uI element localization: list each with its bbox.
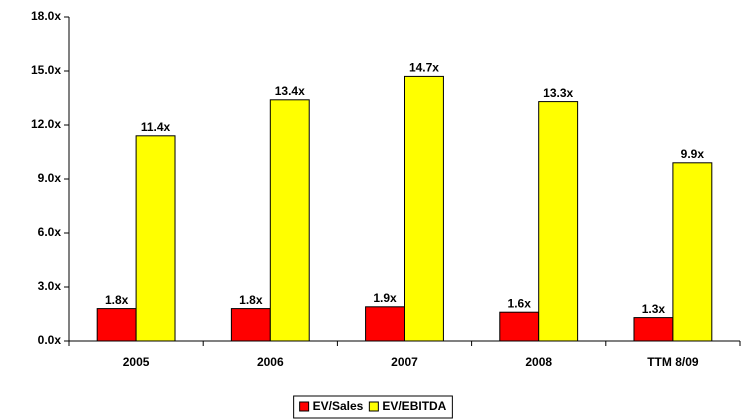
y-tick-label: 15.0x (31, 63, 61, 77)
x-tick-label: 2008 (525, 355, 552, 369)
bar (538, 101, 579, 342)
x-tick-label: TTM 8/09 (647, 355, 699, 369)
value-label: 11.4x (141, 120, 171, 134)
y-tick-label: 3.0x (38, 279, 62, 293)
bar (672, 162, 713, 342)
legend-box (293, 395, 453, 419)
bar (135, 135, 176, 342)
legend-label: EV/Sales (313, 399, 364, 413)
value-label: 1.6x (508, 296, 532, 310)
y-tick-label: 12.0x (31, 117, 61, 131)
legend-swatch (299, 401, 310, 412)
bar (96, 308, 137, 342)
y-tick-label: 9.0x (38, 171, 62, 185)
bar (633, 317, 674, 342)
legend-swatch (368, 401, 379, 412)
x-tick-label: 2006 (257, 355, 284, 369)
value-label: 1.8x (239, 293, 263, 307)
legend-label: EV/EBITDA (382, 399, 446, 413)
value-label: 14.7x (409, 61, 439, 75)
bar (404, 75, 444, 342)
value-label: 9.9x (681, 147, 705, 161)
y-tick-label: 0.0x (38, 333, 62, 347)
value-label: 13.3x (543, 86, 573, 100)
y-tick-label: 18.0x (31, 9, 61, 23)
value-label: 13.4x (275, 84, 305, 98)
x-tick-label: 2005 (123, 355, 150, 369)
bar (230, 308, 271, 342)
value-label: 1.8x (105, 293, 129, 307)
y-tick-label: 6.0x (38, 225, 62, 239)
bar (269, 99, 310, 342)
bar (499, 311, 540, 342)
value-label: 1.3x (642, 302, 666, 316)
x-tick-label: 2007 (391, 355, 418, 369)
bar (365, 306, 405, 342)
value-label: 1.9x (373, 291, 397, 305)
